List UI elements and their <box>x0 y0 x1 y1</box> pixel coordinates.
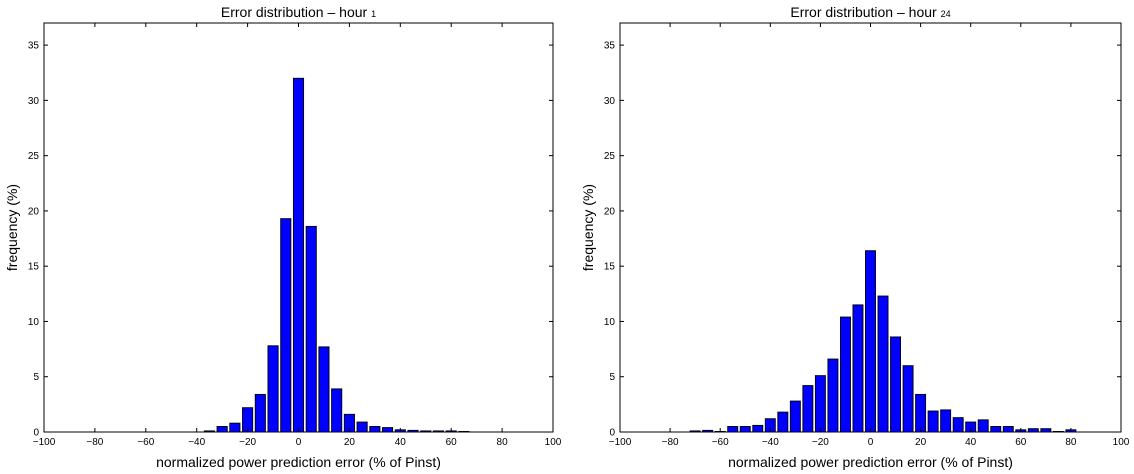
x-tick-label: 20 <box>915 437 927 448</box>
y-tick-label: 15 <box>604 262 616 273</box>
y-axis-label: frequency (%) <box>580 184 596 271</box>
bar <box>280 218 292 433</box>
x-tick-label: 100 <box>1113 437 1130 448</box>
bar <box>267 345 279 433</box>
bar <box>229 422 241 433</box>
bar <box>990 426 1002 433</box>
bar <box>789 400 801 433</box>
chart-panel-1: −100 −80 −60 −40 −20 0 20 40 60 80 100 0 5 10 15 20 25 30… <box>4 4 562 470</box>
y-tick-label: 30 <box>28 96 40 107</box>
chart-panel-2: −100 −80 −60 −40 −20 0 20 40 60 80 100 0 5 10 15 20 25 30… <box>580 4 1130 470</box>
bar <box>407 429 419 433</box>
bar <box>292 77 305 433</box>
y-tick-label: 5 <box>33 372 39 383</box>
bar <box>689 430 701 433</box>
bar <box>1002 426 1014 433</box>
bar <box>777 411 789 433</box>
bar <box>739 426 751 433</box>
chart-title-hour: 1 <box>371 9 376 19</box>
bar <box>1027 428 1039 433</box>
x-axis-label: normalized power prediction error (% of … <box>728 454 1013 470</box>
x-tick-label: 0 <box>868 437 874 448</box>
y-tick-label: 25 <box>604 151 616 162</box>
y-tick-label: 0 <box>609 428 615 439</box>
bar <box>915 393 927 433</box>
x-tick-label: −60 <box>712 437 729 448</box>
bar <box>952 417 964 433</box>
bar <box>382 427 394 433</box>
y-tick-label: 20 <box>604 206 616 217</box>
y-tick-label: 20 <box>28 206 40 217</box>
bar <box>458 430 470 433</box>
y-tick-label: 0 <box>33 428 39 439</box>
x-tick-label: 40 <box>395 437 407 448</box>
bar <box>727 426 739 433</box>
x-tick-label: −80 <box>662 437 679 448</box>
y-tick-label: 10 <box>604 317 616 328</box>
bar <box>865 250 876 433</box>
bar <box>432 430 445 433</box>
x-tick-label: −20 <box>812 437 829 448</box>
bar <box>839 316 851 433</box>
bar <box>356 421 368 433</box>
x-tick-label: 60 <box>1015 437 1027 448</box>
y-tick-label: 10 <box>28 317 40 328</box>
bar <box>827 358 839 433</box>
chart-title: Error distribution – hour 1 <box>221 4 376 20</box>
x-tick-label: −60 <box>137 437 154 448</box>
bar <box>369 426 381 433</box>
x-tick-label: −80 <box>86 437 103 448</box>
bar <box>254 393 266 433</box>
x-tick-label: 0 <box>296 437 302 448</box>
bar <box>420 430 432 433</box>
x-tick-label: −40 <box>762 437 779 448</box>
bar <box>203 430 215 433</box>
bar <box>305 225 317 433</box>
y-tick-label: 35 <box>604 41 616 52</box>
y-tick-label: 5 <box>609 372 615 383</box>
x-tick-label: −20 <box>239 437 256 448</box>
bar <box>216 426 228 433</box>
x-tick-label: −40 <box>188 437 205 448</box>
bar <box>927 410 939 433</box>
x-tick-label: −100 <box>33 437 56 448</box>
x-axis-label: normalized power prediction error (% of … <box>156 454 441 470</box>
bar <box>802 385 814 433</box>
bar <box>331 388 343 433</box>
bar <box>977 419 989 433</box>
bar <box>814 375 826 433</box>
chart-title: Error distribution – hour 24 <box>790 4 950 20</box>
y-tick-label: 35 <box>28 41 40 52</box>
bar <box>940 409 952 433</box>
x-tick-label: 80 <box>1065 437 1077 448</box>
bar <box>1040 428 1052 433</box>
y-tick-label: 25 <box>28 151 40 162</box>
x-tick-label: 60 <box>446 437 458 448</box>
y-tick-label: 30 <box>604 96 616 107</box>
bar <box>902 365 914 433</box>
x-tick-label: 100 <box>545 437 562 448</box>
x-tick-label: 20 <box>344 437 356 448</box>
bar <box>702 429 714 433</box>
x-tick-label: −100 <box>609 437 632 448</box>
bar <box>890 336 902 433</box>
y-axis-label: frequency (%) <box>4 184 20 271</box>
chart-title-main: Error distribution – hour <box>790 4 940 20</box>
bar <box>1052 430 1064 433</box>
bar <box>852 304 864 433</box>
chart-title-hour: 24 <box>941 9 951 19</box>
y-tick-label: 15 <box>28 262 40 273</box>
x-tick-label: 80 <box>497 437 509 448</box>
bar <box>318 346 330 433</box>
bar <box>752 424 764 433</box>
bar <box>877 295 889 433</box>
x-tick-label: 40 <box>965 437 977 448</box>
chart-title-main: Error distribution – hour <box>221 4 371 20</box>
